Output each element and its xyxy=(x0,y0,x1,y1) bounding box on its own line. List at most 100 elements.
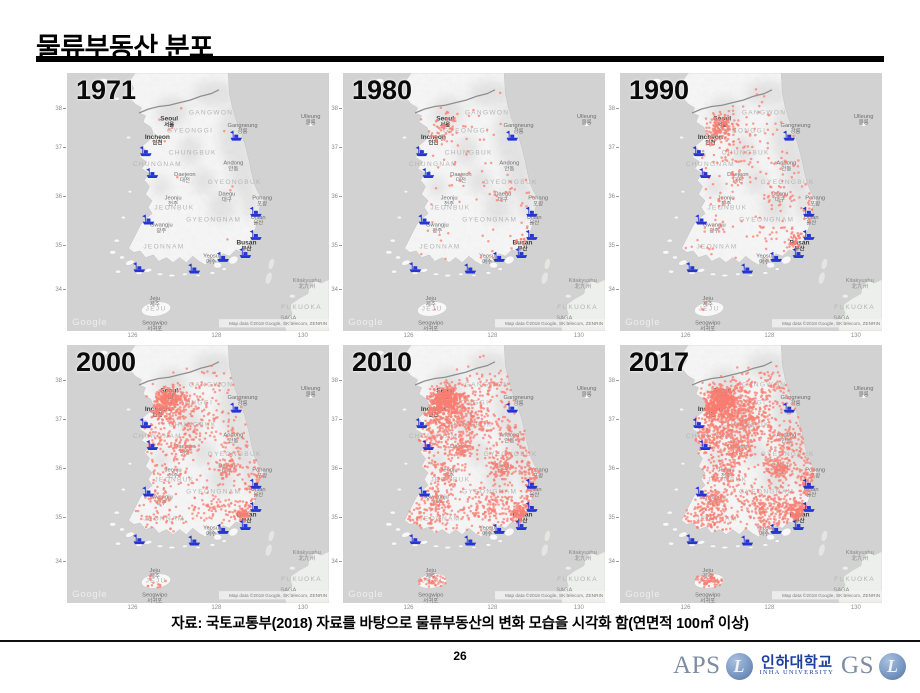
lat-tick-label: 35 xyxy=(608,243,619,249)
lat-tick-label: 37 xyxy=(608,145,619,151)
lon-tick-label: 130 xyxy=(573,605,584,611)
ship-marker-icon xyxy=(422,440,435,451)
svg-text:GANGWON: GANGWON xyxy=(742,109,786,116)
inha-university-korean: 인하대학교 xyxy=(761,653,833,671)
svg-text:GANGWON: GANGWON xyxy=(465,381,509,388)
google-watermark: Google xyxy=(72,317,107,327)
ship-marker-icon xyxy=(741,263,754,274)
lon-tick-label: 126 xyxy=(127,333,138,339)
facility-dots-layer xyxy=(154,107,234,241)
svg-text:GANGWON: GANGWON xyxy=(465,109,509,116)
ship-marker-icon xyxy=(515,520,528,530)
year-label: 2010 xyxy=(352,347,413,377)
ship-marker-icon xyxy=(142,486,155,497)
ship-marker-icon xyxy=(802,230,815,240)
lat-tick-label: 36 xyxy=(55,194,66,200)
google-watermark: Google xyxy=(72,589,107,599)
svg-text:GYEONGNAM: GYEONGNAM xyxy=(739,216,794,223)
ship-marker-icon xyxy=(415,418,428,429)
lat-tick-label: 34 xyxy=(331,287,342,293)
svg-text:GYEONGGI: GYEONGGI xyxy=(443,127,489,134)
lat-tick-label: 38 xyxy=(331,106,342,112)
facility-dots-layer xyxy=(134,364,264,589)
lat-tick-label: 35 xyxy=(55,515,66,521)
ship-marker-icon xyxy=(142,214,155,225)
dmz-border-line xyxy=(414,361,496,386)
ship-marker-icon xyxy=(409,262,422,273)
svg-text:FUKUOKA: FUKUOKA xyxy=(834,304,875,311)
map-attribution: Map data ©2018 Google, SK telecom, ZENRI… xyxy=(782,320,880,326)
svg-text:GYEONGGI: GYEONGGI xyxy=(720,127,766,134)
google-watermark: Google xyxy=(625,589,660,599)
svg-text:GYEONGBUK: GYEONGBUK xyxy=(761,179,815,186)
ship-marker-icon xyxy=(699,168,712,179)
svg-text:CHUNGBUK: CHUNGBUK xyxy=(445,149,493,156)
ship-marker-icon xyxy=(418,214,431,225)
lat-tick-label: 35 xyxy=(608,515,619,521)
svg-text:GYEONGBUK: GYEONGBUK xyxy=(208,179,262,186)
ship-marker-icon xyxy=(464,263,477,274)
svg-text:GYEONGNAM: GYEONGNAM xyxy=(739,488,794,495)
ship-marker-icon xyxy=(216,524,229,534)
svg-text:JEONBUK: JEONBUK xyxy=(430,477,470,484)
ship-marker-icon xyxy=(216,252,229,262)
ship-marker-icon xyxy=(492,524,505,534)
lat-tick-label: 37 xyxy=(55,417,66,423)
lat-tick-label: 37 xyxy=(331,145,342,151)
title-underline xyxy=(36,56,884,62)
svg-text:JEONBUK: JEONBUK xyxy=(707,205,747,212)
svg-text:JEONNAM: JEONNAM xyxy=(143,243,184,250)
korea-map-1990: Seoul서울Incheon인천Gangneung강릉Daejeon대전Jeon… xyxy=(620,73,882,331)
gsl-logo-text: GS xyxy=(841,652,874,679)
lon-tick-label: 128 xyxy=(487,333,498,339)
ship-marker-icon xyxy=(699,440,712,451)
svg-text:FUKUOKA: FUKUOKA xyxy=(834,576,875,583)
svg-text:CHUNGBUK: CHUNGBUK xyxy=(722,421,770,428)
port-markers-layer xyxy=(133,402,262,546)
lat-tick-label: 34 xyxy=(55,287,66,293)
svg-text:GYEONGBUK: GYEONGBUK xyxy=(208,451,262,458)
ship-marker-icon xyxy=(492,252,505,262)
ship-marker-icon xyxy=(139,146,152,157)
ship-marker-icon xyxy=(802,502,815,512)
page-number: 26 xyxy=(453,649,467,663)
google-watermark: Google xyxy=(348,317,383,327)
dmz-border-line xyxy=(138,89,220,114)
lon-tick-label: 130 xyxy=(297,333,308,339)
aps-logo-letter: L xyxy=(733,655,745,676)
svg-text:GANGWON: GANGWON xyxy=(742,381,786,388)
svg-text:JEJU: JEJU xyxy=(146,305,167,312)
ship-marker-icon xyxy=(695,214,708,225)
lon-tick-label: 128 xyxy=(764,605,775,611)
svg-text:JEONBUK: JEONBUK xyxy=(154,477,194,484)
port-markers-layer xyxy=(409,402,538,546)
